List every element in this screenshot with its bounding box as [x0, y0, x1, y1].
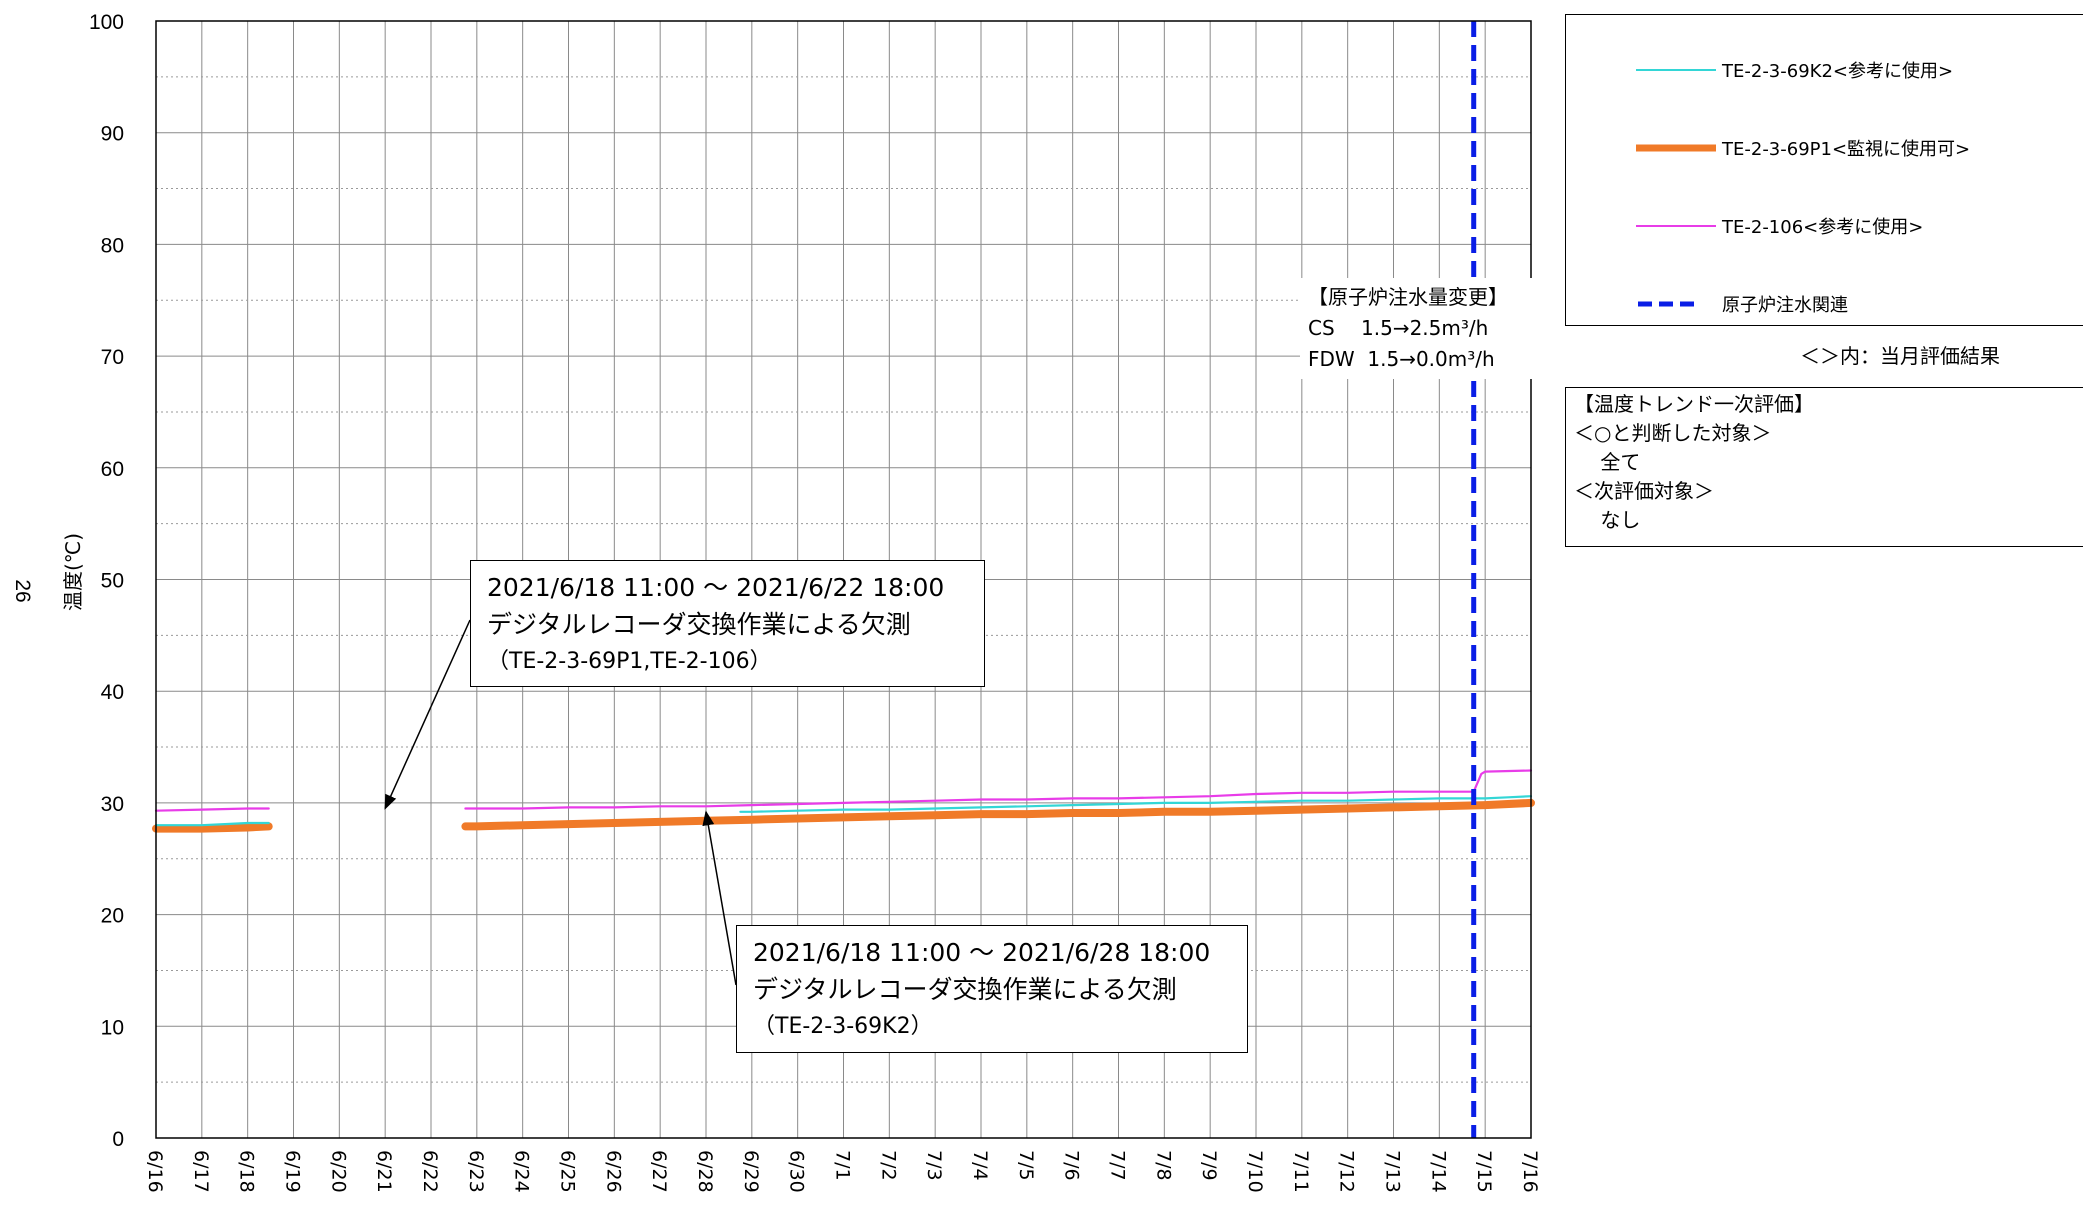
y-tick-labels: 0 10 20 30 40 50 60 70 80 90 100 [89, 11, 124, 1151]
legend-note: ＜＞内：当月評価結果 [1800, 344, 2000, 368]
x-tick-label: 6/28 [694, 1150, 716, 1193]
evaluation-box: 【温度トレンド一次評価】 ＜○と判断した対象＞ 全て ＜次評価対象＞ なし [1565, 387, 2083, 547]
legend: TE-2-3-69K2<参考に使用> TE-2-3-69P1<監視に使用可> T… [1565, 14, 2083, 326]
x-tick-label: 6/27 [648, 1150, 670, 1193]
y-tick-label: 10 [101, 1016, 124, 1039]
y-tick-label: 80 [101, 234, 124, 257]
x-tick-label: 6/29 [740, 1150, 762, 1193]
x-tick-label: 7/12 [1336, 1150, 1358, 1193]
y-tick-label: 30 [101, 793, 124, 816]
x-tick-label: 7/15 [1473, 1150, 1495, 1193]
x-tick-label: 7/10 [1244, 1150, 1266, 1193]
x-tick-labels: 6/16 6/17 6/18 6/19 6/20 6/21 6/22 6/23 6/24 6/25… [144, 1150, 1541, 1193]
legend-item-k2: TE-2-3-69K2<参考に使用> [1636, 55, 1953, 85]
y-tick-label: 60 [101, 458, 124, 481]
y-tick-label: 20 [101, 905, 124, 928]
missing-data-note-2: 2021/6/18 11:00 ～ 2021/6/28 18:00 デジタルレコ… [736, 925, 1248, 1053]
x-tick-label: 7/6 [1061, 1150, 1083, 1181]
x-tick-label: 6/30 [786, 1150, 808, 1193]
series-line [464, 769, 1533, 810]
series-lines [152, 769, 1535, 833]
x-tick-label: 7/4 [969, 1150, 991, 1181]
x-tick-label: 7/9 [1198, 1150, 1220, 1181]
injection-change-fdw: FDW 1.5→0.0m³/h [1308, 347, 1495, 371]
annotation-arrows [384, 619, 737, 986]
y-tick-label: 0 [112, 1128, 124, 1151]
note2-reason: デジタルレコーダ交換作業による欠測 [753, 975, 1177, 1004]
x-tick-label: 6/24 [511, 1150, 533, 1193]
x-tick-label: 7/16 [1519, 1150, 1541, 1193]
note1-targets: （TE-2-3-69P1,TE-2-106） [487, 649, 772, 674]
series-line [154, 807, 270, 812]
x-tick-label: 6/26 [602, 1150, 624, 1193]
legend-label-p1: TE-2-3-69P1<監視に使用可> [1722, 139, 1971, 160]
x-tick-label: 7/2 [877, 1150, 899, 1181]
series-line [461, 798, 1535, 831]
x-tick-label: 6/19 [282, 1150, 304, 1193]
x-tick-label: 6/18 [236, 1150, 258, 1193]
legend-swatch-p1 [1636, 144, 1716, 152]
evaluation-line-2: 全て [1574, 450, 1641, 474]
legend-item-p1: TE-2-3-69P1<監視に使用可> [1636, 133, 1970, 163]
series-line [739, 795, 1533, 813]
evaluation-title: 【温度トレンド一次評価】 [1574, 392, 1814, 416]
x-tick-label: 7/1 [832, 1150, 854, 1181]
annotation-arrow [702, 810, 737, 986]
x-tick-label: 6/23 [465, 1150, 487, 1193]
y-tick-label: 70 [101, 346, 124, 369]
series-line [152, 822, 273, 833]
y-tick-label: 40 [101, 681, 124, 704]
note2-targets: （TE-2-3-69K2） [753, 1014, 933, 1039]
y-tick-label: 50 [101, 570, 124, 593]
injection-change-cs: CS 1.5→2.5m³/h [1308, 316, 1489, 340]
evaluation-line-4: なし [1574, 508, 1641, 532]
x-tick-label: 6/17 [190, 1150, 212, 1193]
x-tick-label: 7/5 [1015, 1150, 1037, 1181]
legend-item-injection: 原子炉注水関連 [1636, 289, 1848, 319]
x-tick-label: 6/20 [327, 1150, 349, 1193]
x-tick-label: 7/14 [1427, 1150, 1449, 1193]
injection-change-title: 【原子炉注水量変更】 [1308, 285, 1508, 309]
injection-change-note: 【原子炉注水量変更】 CS 1.5→2.5m³/h FDW 1.5→0.0m³/… [1300, 278, 1536, 379]
evaluation-line-3: ＜次評価対象＞ [1574, 479, 1714, 503]
x-tick-label: 6/21 [373, 1150, 395, 1193]
note1-period: 2021/6/18 11:00 ～ 2021/6/22 18:00 [487, 573, 945, 602]
legend-swatch-106 [1636, 225, 1716, 227]
legend-item-106: TE-2-106<参考に使用> [1636, 211, 1923, 241]
x-tick-label: 6/16 [144, 1150, 166, 1193]
evaluation-line-1: ＜○と判断した対象＞ [1574, 421, 1772, 445]
legend-label-106: TE-2-106<参考に使用> [1722, 217, 1924, 238]
annotation-arrow [384, 619, 471, 810]
x-tick-label: 7/13 [1382, 1150, 1404, 1193]
series-line [154, 821, 270, 827]
legend-label-k2: TE-2-3-69K2<参考に使用> [1722, 61, 1954, 82]
y-tick-label: 100 [89, 11, 124, 34]
x-tick-label: 7/3 [923, 1150, 945, 1181]
y-axis-label: 温度(℃) [61, 533, 85, 611]
y-tick-label: 90 [101, 123, 124, 146]
missing-data-note-1: 2021/6/18 11:00 ～ 2021/6/22 18:00 デジタルレコ… [470, 560, 985, 687]
page-number: 26 [11, 579, 34, 602]
note1-reason: デジタルレコーダ交換作業による欠測 [487, 610, 911, 639]
note2-period: 2021/6/18 11:00 ～ 2021/6/28 18:00 [753, 938, 1211, 967]
legend-swatch-injection [1638, 301, 1700, 307]
legend-label-injection: 原子炉注水関連 [1722, 295, 1848, 316]
plot-frame [155, 20, 1532, 1139]
legend-swatch-k2 [1636, 69, 1716, 71]
x-tick-label: 7/8 [1152, 1150, 1174, 1181]
x-tick-label: 7/7 [1107, 1150, 1129, 1181]
x-tick-label: 7/11 [1290, 1150, 1312, 1193]
x-tick-label: 6/22 [419, 1150, 441, 1193]
x-tick-label: 6/25 [557, 1150, 579, 1193]
